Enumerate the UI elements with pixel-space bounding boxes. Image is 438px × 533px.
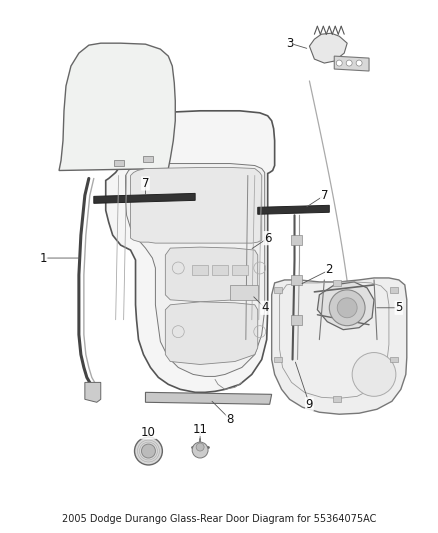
Text: 7: 7: [142, 177, 149, 190]
Circle shape: [336, 60, 342, 66]
Polygon shape: [212, 265, 228, 275]
Circle shape: [337, 298, 357, 318]
Polygon shape: [145, 392, 272, 404]
Polygon shape: [114, 159, 124, 166]
Polygon shape: [334, 56, 369, 71]
Polygon shape: [309, 33, 347, 63]
Polygon shape: [94, 193, 195, 203]
Circle shape: [196, 443, 204, 451]
Text: 11: 11: [193, 423, 208, 435]
Circle shape: [329, 290, 365, 326]
Polygon shape: [390, 287, 398, 293]
Polygon shape: [290, 315, 303, 325]
Circle shape: [352, 352, 396, 397]
Polygon shape: [290, 235, 303, 245]
Polygon shape: [274, 357, 282, 362]
Polygon shape: [144, 156, 153, 161]
Polygon shape: [232, 265, 248, 275]
Polygon shape: [230, 285, 258, 300]
Polygon shape: [258, 205, 329, 214]
Text: 9: 9: [306, 398, 313, 411]
Polygon shape: [333, 280, 341, 286]
Polygon shape: [192, 265, 208, 275]
Text: 4: 4: [261, 301, 268, 314]
Polygon shape: [131, 167, 262, 243]
Circle shape: [192, 442, 208, 458]
Polygon shape: [85, 382, 101, 402]
Circle shape: [134, 437, 162, 465]
Polygon shape: [165, 302, 258, 365]
Polygon shape: [272, 278, 407, 414]
Polygon shape: [106, 111, 275, 392]
Polygon shape: [318, 282, 374, 330]
Polygon shape: [165, 247, 258, 302]
Polygon shape: [59, 43, 175, 171]
Text: 5: 5: [395, 301, 403, 314]
Polygon shape: [290, 275, 303, 285]
Text: 6: 6: [264, 232, 272, 245]
Text: 3: 3: [286, 37, 293, 50]
Text: 8: 8: [226, 413, 233, 426]
Text: 7: 7: [321, 189, 328, 202]
Text: 10: 10: [141, 426, 156, 439]
Text: 1: 1: [39, 252, 47, 264]
Polygon shape: [274, 287, 282, 293]
Polygon shape: [390, 357, 398, 362]
Circle shape: [141, 444, 155, 458]
Polygon shape: [126, 164, 265, 376]
Polygon shape: [333, 397, 341, 402]
Circle shape: [346, 60, 352, 66]
Text: 2: 2: [325, 263, 333, 277]
Text: 2005 Dodge Durango Glass-Rear Door Diagram for 55364075AC: 2005 Dodge Durango Glass-Rear Door Diagr…: [62, 514, 376, 523]
Circle shape: [356, 60, 362, 66]
